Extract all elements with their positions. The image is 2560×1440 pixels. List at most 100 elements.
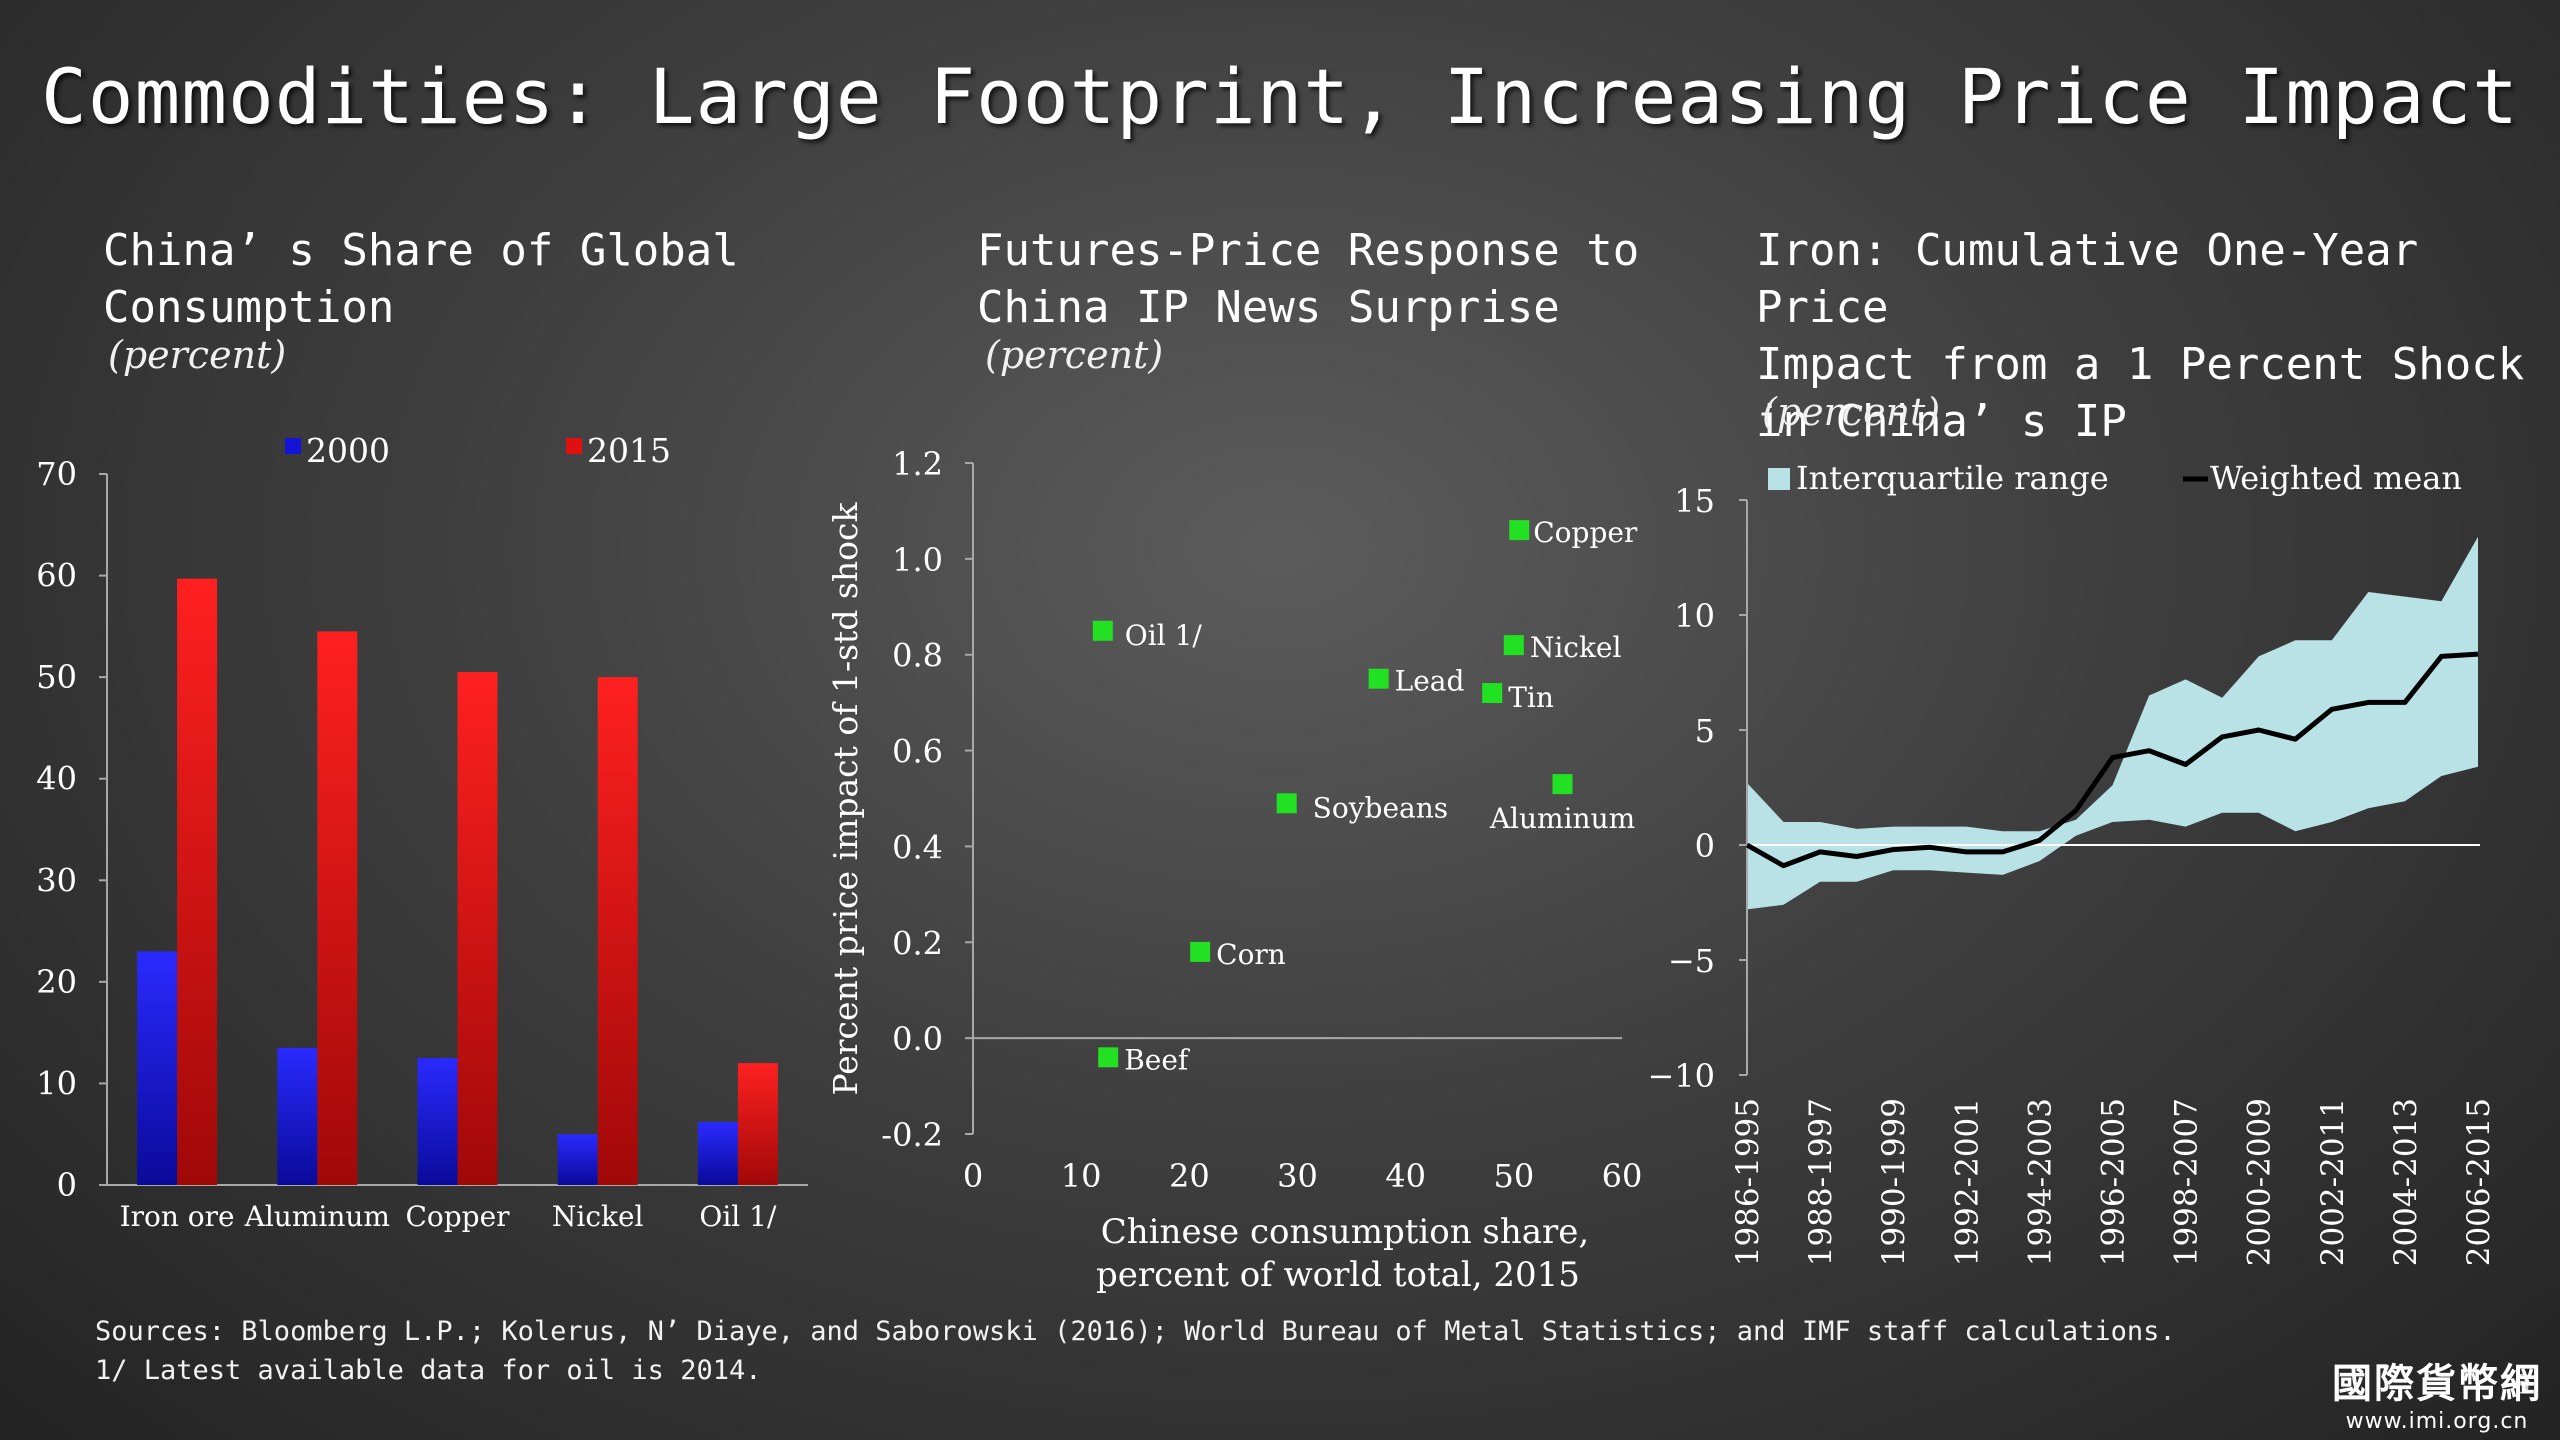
right-y-tick-label: −5 (1668, 942, 1715, 980)
middle-title-line2: China IP News Surprise (977, 282, 1560, 333)
right-x-tick-label: 1986-1995 (1730, 1098, 1766, 1266)
bar-2015 (457, 672, 498, 1185)
middle-y-tick-label: 1.0 (892, 541, 943, 579)
right-x-tick-label: 2002-2011 (2315, 1098, 2351, 1266)
middle-x-label-line1: Chinese consumption share, (1101, 1212, 1589, 1252)
right-x-tick-label: 1994-2003 (2022, 1098, 2058, 1266)
middle-x-tick-label: 50 (1493, 1157, 1534, 1195)
scatter-point-label: Lead (1395, 665, 1465, 698)
main-title: Commodities: Large Footprint, Increasing… (40, 52, 2520, 141)
right-x-tick-label: 2000-2009 (2242, 1098, 2278, 1266)
legend-label-weighted-mean: Weighted mean (2210, 459, 2462, 497)
left-panel-title: China’ s Share of Global Consumption (103, 222, 739, 336)
right-panel-unit: (percent) (1762, 390, 1941, 434)
middle-y-tick-label: 0.6 (892, 733, 943, 771)
right-panel-title: Iron: Cumulative One-Year Price Impact f… (1756, 222, 2560, 450)
scatter-point (1552, 774, 1573, 795)
left-y-tick-label: 30 (36, 861, 77, 899)
bar-2000 (137, 951, 178, 1185)
bar-2015 (597, 677, 638, 1185)
bar-2015 (177, 578, 218, 1185)
imi-logo: 國際貨幣網 www.imi.org.cn (2332, 1351, 2542, 1434)
left-y-tick-label: 60 (36, 557, 77, 595)
right-x-tick-label: 1998-2007 (2169, 1098, 2205, 1266)
legend-swatch-2015 (566, 438, 582, 454)
scatter-point-label: Aluminum (1489, 802, 1635, 835)
scatter-point-label: Nickel (1530, 631, 1622, 664)
scatter-point (1368, 668, 1389, 689)
left-y-tick-label: 50 (36, 658, 77, 696)
bar-2000 (277, 1047, 318, 1185)
right-x-tick-label: 2006-2015 (2461, 1098, 2497, 1266)
middle-x-label-line2: percent of world total, 2015 (1096, 1255, 1580, 1295)
legend-label-2000: 2000 (306, 431, 390, 470)
bar-2000 (557, 1134, 598, 1185)
scatter-point-label: Copper (1533, 516, 1638, 549)
middle-y-tick-label: -0.2 (881, 1116, 943, 1154)
right-y-tick-label: 10 (1674, 597, 1715, 635)
left-y-tick-label: 20 (36, 963, 77, 1001)
middle-x-tick-label: 20 (1169, 1157, 1210, 1195)
left-y-tick-label: 0 (57, 1166, 77, 1204)
interquartile-band (1747, 536, 2478, 910)
scatter-point-label: Soybeans (1313, 791, 1448, 824)
middle-x-tick-label: 40 (1385, 1157, 1426, 1195)
left-x-tick-label: Aluminum (244, 1200, 390, 1233)
page-number: 6 (2513, 1370, 2530, 1400)
scatter-point-label: Corn (1216, 938, 1286, 971)
scatter-point (1509, 520, 1530, 541)
left-x-tick-label: Iron ore (120, 1200, 235, 1233)
left-title-line1: China’ s Share of Global (103, 225, 739, 276)
legend-swatch-2000 (285, 438, 301, 454)
bar-2000 (417, 1058, 458, 1185)
scatter-point (1276, 793, 1297, 814)
right-y-tick-label: −10 (1647, 1057, 1715, 1095)
middle-x-tick-label: 10 (1061, 1157, 1102, 1195)
middle-panel-title: Futures-Price Response to China IP News … (977, 222, 1639, 336)
weighted-mean-line (1745, 651, 2479, 869)
middle-y-tick-label: 0.0 (892, 1020, 943, 1058)
right-title-line3: in China’ s IP (1756, 396, 2127, 447)
right-x-tick-label: 1996-2005 (2096, 1098, 2132, 1266)
left-x-tick-label: Nickel (552, 1200, 644, 1233)
scatter-point (1482, 683, 1503, 704)
right-title-line1: Iron: Cumulative One-Year Price (1756, 225, 2419, 333)
legend-label-interquartile: Interquartile range (1796, 459, 2109, 497)
middle-y-tick-label: 0.8 (892, 637, 943, 675)
oil-footnote: 1/ Latest available data for oil is 2014… (95, 1355, 762, 1386)
scatter-point-label: Beef (1124, 1043, 1191, 1076)
right-title-line2: Impact from a 1 Percent Shock (1756, 339, 2525, 390)
left-y-tick-label: 40 (36, 760, 77, 798)
bar-2015 (317, 631, 358, 1185)
scatter-point (1092, 620, 1113, 641)
scatter-point-label: Oil 1/ (1125, 619, 1203, 652)
middle-title-line1: Futures-Price Response to (977, 225, 1640, 276)
right-y-tick-label: 5 (1695, 712, 1715, 750)
left-x-tick-label: Copper (405, 1200, 510, 1233)
middle-y-tick-label: 1.2 (892, 445, 943, 483)
middle-x-tick-label: 30 (1277, 1157, 1318, 1195)
left-panel-unit: (percent) (108, 333, 287, 377)
left-x-tick-label: Oil 1/ (699, 1200, 777, 1233)
right-x-tick-label: 2004-2013 (2388, 1098, 2424, 1266)
right-y-tick-label: 0 (1695, 827, 1715, 865)
middle-x-tick-label: 0 (963, 1157, 983, 1195)
left-y-tick-label: 10 (36, 1064, 77, 1102)
bar-2015 (737, 1063, 778, 1185)
bar-2000 (697, 1122, 738, 1185)
middle-y-tick-label: 0.4 (892, 828, 943, 866)
left-title-line2: Consumption (103, 282, 395, 333)
right-y-tick-label: 15 (1674, 482, 1715, 520)
scatter-point (1190, 941, 1211, 962)
legend-label-2015: 2015 (587, 431, 671, 470)
legend-swatch-interquartile (1768, 468, 1790, 490)
logo-text: 國際貨幣網 (2332, 1361, 2542, 1407)
scatter-point (1503, 635, 1524, 656)
right-x-tick-label: 1992-2001 (1949, 1098, 1985, 1266)
scatter-point-label: Tin (1508, 681, 1554, 714)
middle-panel-unit: (percent) (985, 333, 1164, 377)
left-y-tick-label: 70 (36, 455, 77, 493)
right-x-tick-label: 1988-1997 (1803, 1098, 1839, 1266)
sources-footnote: Sources: Bloomberg L.P.; Kolerus, N’ Dia… (95, 1316, 2176, 1347)
middle-y-tick-label: 0.2 (892, 924, 943, 962)
